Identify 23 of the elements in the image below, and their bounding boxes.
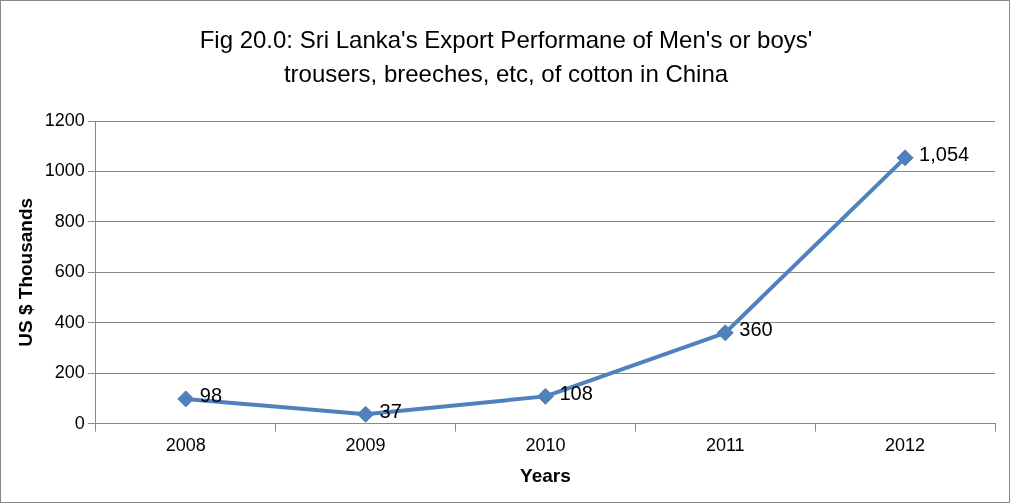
- y-tick-label: 1000: [44, 160, 85, 181]
- y-tick-label: 1200: [44, 109, 85, 130]
- x-tick-label: 2012: [885, 435, 926, 456]
- point: [536, 387, 554, 405]
- x-tick-label: 2010: [525, 435, 566, 456]
- x-axis-title: Years: [520, 464, 571, 486]
- data-label: 1,054: [919, 143, 970, 166]
- data-label: 108: [559, 381, 593, 404]
- point: [896, 149, 914, 167]
- point: [357, 405, 375, 423]
- chart-title: Fig 20.0: Sri Lanka's Export Performane of Men's or boys' trousers, breeches, etc, of cotton in China: [198, 25, 814, 89]
- x-tick-label: 2009: [345, 435, 386, 456]
- y-tick-label: 0: [74, 412, 85, 433]
- point: [716, 324, 734, 342]
- data-label: 360: [739, 318, 773, 341]
- y-tick-label: 800: [54, 210, 85, 231]
- point: [177, 390, 195, 408]
- x-tick-label: 2008: [165, 435, 206, 456]
- y-tick-label: 400: [54, 311, 85, 332]
- y-axis-title: US $ Thousands: [14, 197, 36, 347]
- y-tick-label: 200: [54, 362, 85, 383]
- y-tick-label: 600: [54, 261, 85, 282]
- x-tick-label: 2011: [705, 435, 745, 456]
